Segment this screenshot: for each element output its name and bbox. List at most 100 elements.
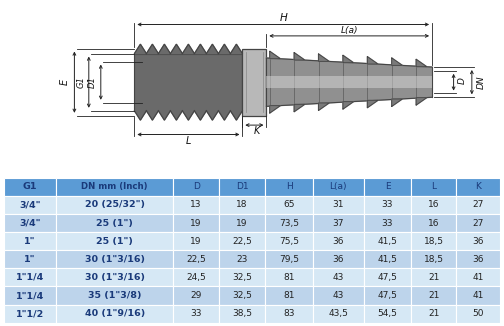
Text: 43,5: 43,5 xyxy=(329,309,348,318)
Bar xyxy=(219,178,265,196)
Bar xyxy=(4,250,56,268)
Bar xyxy=(56,214,173,232)
Bar xyxy=(173,287,219,304)
Bar xyxy=(265,214,313,232)
Bar xyxy=(411,250,456,268)
Text: 50: 50 xyxy=(472,309,484,318)
Text: 47,5: 47,5 xyxy=(377,273,398,282)
Bar xyxy=(265,268,313,287)
Bar xyxy=(173,232,219,250)
Polygon shape xyxy=(195,111,207,120)
Polygon shape xyxy=(367,57,378,64)
Text: D1: D1 xyxy=(236,182,248,191)
Text: L(a): L(a) xyxy=(340,26,358,35)
Bar xyxy=(173,196,219,214)
Text: 21: 21 xyxy=(428,273,439,282)
Bar xyxy=(265,304,313,323)
Bar xyxy=(265,196,313,214)
Bar xyxy=(456,232,500,250)
Text: 3/4": 3/4" xyxy=(19,218,41,228)
Text: G1: G1 xyxy=(23,182,37,191)
Text: 41,5: 41,5 xyxy=(377,255,398,264)
Text: H: H xyxy=(286,182,292,191)
Polygon shape xyxy=(319,103,329,111)
Text: 22,5: 22,5 xyxy=(186,255,206,264)
Text: 19: 19 xyxy=(236,218,248,228)
Bar xyxy=(219,214,265,232)
Text: 21: 21 xyxy=(428,291,439,300)
Text: D1: D1 xyxy=(88,76,97,88)
Bar xyxy=(456,268,500,287)
Text: 33: 33 xyxy=(191,309,202,318)
Bar xyxy=(265,287,313,304)
Text: 1"1/4: 1"1/4 xyxy=(16,291,44,300)
Text: D: D xyxy=(457,77,466,84)
Text: 73,5: 73,5 xyxy=(279,218,299,228)
Bar xyxy=(4,214,56,232)
Text: 27: 27 xyxy=(472,218,483,228)
Text: D: D xyxy=(193,182,200,191)
Text: 24,5: 24,5 xyxy=(186,273,206,282)
Text: 41,5: 41,5 xyxy=(377,237,398,245)
Bar xyxy=(56,250,173,268)
Bar xyxy=(363,196,411,214)
Text: 1": 1" xyxy=(24,255,36,264)
Text: 36: 36 xyxy=(333,255,344,264)
Bar xyxy=(267,76,432,88)
Text: 3/4": 3/4" xyxy=(19,200,41,209)
Text: 30 (1"3/16): 30 (1"3/16) xyxy=(85,273,145,282)
Text: G1: G1 xyxy=(76,76,85,88)
Polygon shape xyxy=(182,111,195,120)
Polygon shape xyxy=(343,55,353,63)
Polygon shape xyxy=(294,104,305,112)
Text: 20 (25/32"): 20 (25/32") xyxy=(85,200,145,209)
Bar xyxy=(265,178,313,196)
Text: 36: 36 xyxy=(472,237,484,245)
Text: L: L xyxy=(185,136,191,145)
Text: E: E xyxy=(60,79,70,85)
Text: 22,5: 22,5 xyxy=(232,237,252,245)
Bar xyxy=(219,196,265,214)
Text: 25 (1"): 25 (1") xyxy=(96,218,133,228)
Bar xyxy=(411,304,456,323)
Bar xyxy=(363,268,411,287)
Polygon shape xyxy=(267,58,432,106)
Bar xyxy=(363,232,411,250)
Text: 29: 29 xyxy=(191,291,202,300)
Polygon shape xyxy=(392,58,402,65)
Bar xyxy=(456,178,500,196)
Bar xyxy=(411,287,456,304)
Text: H: H xyxy=(279,13,287,23)
Text: 30 (1"3/16): 30 (1"3/16) xyxy=(85,255,145,264)
Text: 16: 16 xyxy=(428,218,439,228)
Bar xyxy=(313,196,363,214)
Polygon shape xyxy=(218,44,230,54)
Bar xyxy=(313,214,363,232)
Text: 33: 33 xyxy=(382,218,393,228)
Polygon shape xyxy=(319,54,329,61)
Bar xyxy=(173,304,219,323)
Bar xyxy=(411,178,456,196)
Text: 37: 37 xyxy=(333,218,344,228)
Bar xyxy=(135,54,242,111)
Bar xyxy=(219,232,265,250)
Text: 36: 36 xyxy=(333,237,344,245)
Bar xyxy=(313,304,363,323)
Polygon shape xyxy=(230,111,242,120)
Text: 19: 19 xyxy=(191,218,202,228)
Bar xyxy=(4,304,56,323)
Text: 32,5: 32,5 xyxy=(232,291,252,300)
Text: 1": 1" xyxy=(24,237,36,245)
Bar xyxy=(219,304,265,323)
Text: 43: 43 xyxy=(333,273,344,282)
Text: 83: 83 xyxy=(283,309,295,318)
Bar xyxy=(411,232,456,250)
Polygon shape xyxy=(158,44,170,54)
Bar xyxy=(411,214,456,232)
Bar xyxy=(363,178,411,196)
Bar xyxy=(219,287,265,304)
Polygon shape xyxy=(270,106,280,113)
Polygon shape xyxy=(146,44,158,54)
Bar xyxy=(242,49,267,116)
Polygon shape xyxy=(135,111,146,120)
